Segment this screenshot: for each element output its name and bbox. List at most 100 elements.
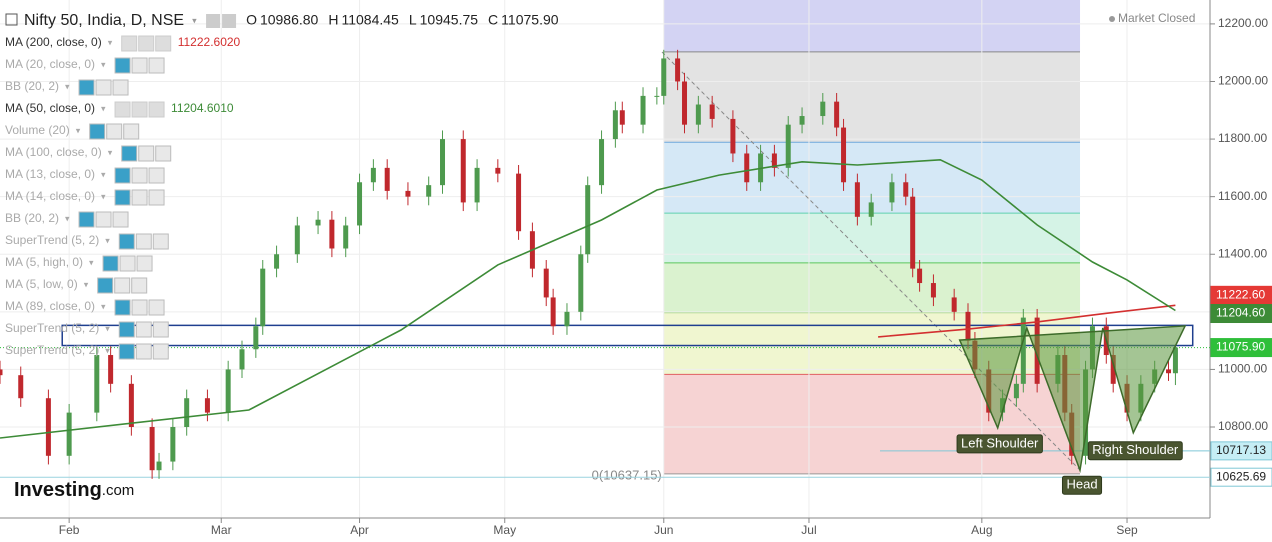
indicator-value: 11222.6020 [178, 35, 241, 49]
y-tick-label: 11400.00 [1218, 246, 1267, 260]
price-label-box [1210, 467, 1272, 487]
candle-body [675, 58, 681, 82]
indicator-icon [138, 145, 155, 162]
price-label: 11204.60 [1216, 306, 1265, 320]
indicator-caret: ▾ [108, 37, 113, 47]
fib-band [663, 213, 1081, 263]
candle-body [1172, 347, 1178, 374]
candle-body [744, 153, 750, 183]
candle-body [834, 101, 840, 128]
ohlc-value: 11084.45 [341, 12, 399, 28]
x-tick-label: Sep [1116, 523, 1138, 537]
candle-body [1110, 355, 1116, 384]
ohlc-key: H [328, 12, 338, 28]
indicator-caret: ▾ [76, 125, 81, 135]
indicator-icon [78, 211, 95, 228]
indicator-icon [131, 167, 148, 184]
ma-line [878, 304, 1176, 338]
candle-body [599, 139, 605, 186]
indicator-caret: ▾ [65, 213, 70, 223]
fib-band [663, 0, 1081, 52]
x-tick-label: Aug [971, 523, 992, 537]
indicator-name: BB (20, 2) [5, 79, 59, 93]
chart-title: Nifty 50, India, D, NSE [24, 12, 184, 29]
indicator-icon [114, 167, 131, 184]
pattern-label-text: Head [1066, 477, 1097, 492]
candle-body [239, 349, 245, 370]
candle-body [1166, 369, 1172, 374]
candle-body [640, 95, 646, 125]
candle-body [184, 398, 190, 428]
indicator-icon [135, 233, 152, 250]
x-tick-label: Apr [350, 523, 369, 537]
candle-body [709, 104, 715, 119]
indicator-icon [152, 321, 169, 338]
indicator-caret: ▾ [101, 103, 106, 113]
indicator-name: MA (13, close, 0) [5, 167, 95, 181]
candle-body [619, 110, 625, 125]
indicator-name: MA (5, high, 0) [5, 255, 83, 269]
indicator-caret: ▾ [101, 169, 106, 179]
y-tick-label: 12200.00 [1218, 16, 1268, 30]
indicator-caret: ▾ [101, 301, 106, 311]
pattern-label-text: Left Shoulder [961, 435, 1039, 450]
candle-body [0, 369, 3, 376]
candle-body [253, 326, 259, 350]
candle-body [820, 101, 826, 117]
pattern-label: Right Shoulder [1087, 441, 1183, 461]
indicator-icon [89, 123, 106, 140]
y-tick-label: 12000.00 [1218, 74, 1268, 88]
header-icon [222, 14, 237, 28]
candle-body [225, 369, 231, 413]
indicator-icon [123, 123, 140, 140]
candle-body [951, 297, 957, 312]
indicator-name: MA (100, close, 0) [5, 145, 102, 159]
indicator-icon [114, 299, 131, 316]
indicator-name: SuperTrend (5, 2) [5, 321, 99, 335]
price-label: 11075.90 [1216, 340, 1265, 354]
candle-body [1020, 317, 1026, 384]
candle-body [460, 139, 466, 203]
price-label: 10717.13 [1216, 443, 1266, 457]
indicator-icon [152, 233, 169, 250]
candle-body [357, 182, 363, 226]
candle-body [329, 219, 335, 249]
candle-body [578, 254, 584, 312]
candle-body [1013, 383, 1019, 399]
fib-label: 0(10637.15) [592, 467, 662, 482]
indicator-icon [138, 35, 155, 52]
indicator-icon [114, 57, 131, 74]
candle-body [315, 219, 321, 226]
indicator-name: MA (50, close, 0) [5, 101, 95, 115]
pattern-label-box [1061, 475, 1103, 495]
market-status: Market Closed [1118, 11, 1195, 25]
indicator-icon [148, 57, 165, 74]
status-dot [1109, 16, 1115, 22]
price-label: 10625.69 [1216, 469, 1266, 483]
candle-body [654, 95, 660, 97]
indicator-caret: ▾ [65, 81, 70, 91]
x-tick-label: Feb [59, 523, 80, 537]
indicator-caret: ▾ [105, 323, 110, 333]
fib-band [663, 51, 1081, 143]
candle-body [204, 398, 210, 413]
indicator-icon [148, 167, 165, 184]
candle-body [66, 412, 72, 456]
indicator-caret: ▾ [89, 257, 94, 267]
candle-body [274, 254, 280, 269]
ma-line [0, 158, 1176, 439]
candle-body [543, 268, 549, 298]
candle-body [771, 153, 777, 168]
candle-body [585, 185, 591, 255]
indicator-icon [95, 79, 112, 96]
support-zone [61, 324, 1194, 347]
candle-body [841, 127, 847, 183]
indicator-icon [155, 35, 172, 52]
candle-body [695, 104, 701, 125]
candle-body [149, 427, 155, 471]
indicator-icon [131, 189, 148, 206]
candle-body [94, 355, 100, 413]
head-shoulders-pattern [958, 325, 1187, 474]
indicator-icon [148, 101, 165, 118]
indicator-name: MA (14, close, 0) [5, 189, 95, 203]
